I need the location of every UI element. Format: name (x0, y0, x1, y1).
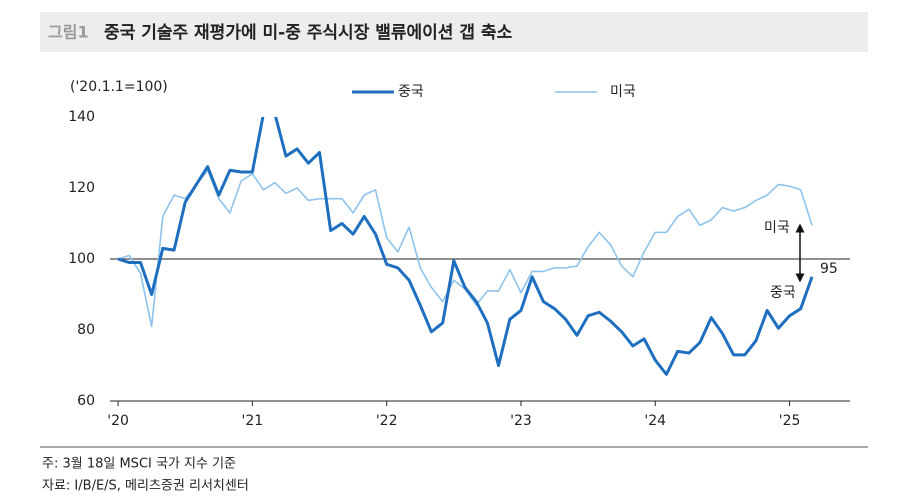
series-line (117, 169, 813, 328)
x-tick-label: '23 (510, 413, 532, 429)
title-banner (40, 12, 868, 52)
series-line (117, 117, 814, 376)
annotation: 미국 (764, 220, 790, 236)
legend-label: 중국 (398, 84, 424, 100)
y-tick-label: 100 (68, 251, 95, 267)
y-tick-label: 80 (77, 322, 95, 338)
chart-title: 중국 기술주 재평가에 미-중 주식시장 밸류에이션 갭 축소 (104, 23, 513, 43)
note: 주: 3월 18일 MSCI 국가 지수 기준 (42, 457, 236, 472)
annotation: 중국 (770, 285, 796, 301)
plot-area (117, 117, 814, 376)
figure-label: 그림1 (48, 23, 89, 42)
y-tick-label: 140 (68, 109, 95, 125)
y-tick-label: 120 (68, 180, 95, 196)
x-tick-label: '20 (107, 413, 129, 429)
y-unit: ('20.1.1=100) (70, 79, 168, 95)
data-label: 95 (820, 261, 838, 277)
x-tick-label: '24 (644, 413, 666, 429)
x-tick-label: '22 (376, 413, 398, 429)
x-tick-label: '25 (779, 413, 801, 429)
note: 자료: I/B/E/S, 메리츠증권 리서치센터 (42, 479, 249, 494)
y-tick-label: 60 (77, 393, 95, 409)
legend-label: 미국 (610, 84, 636, 100)
x-tick-label: '21 (242, 413, 264, 429)
